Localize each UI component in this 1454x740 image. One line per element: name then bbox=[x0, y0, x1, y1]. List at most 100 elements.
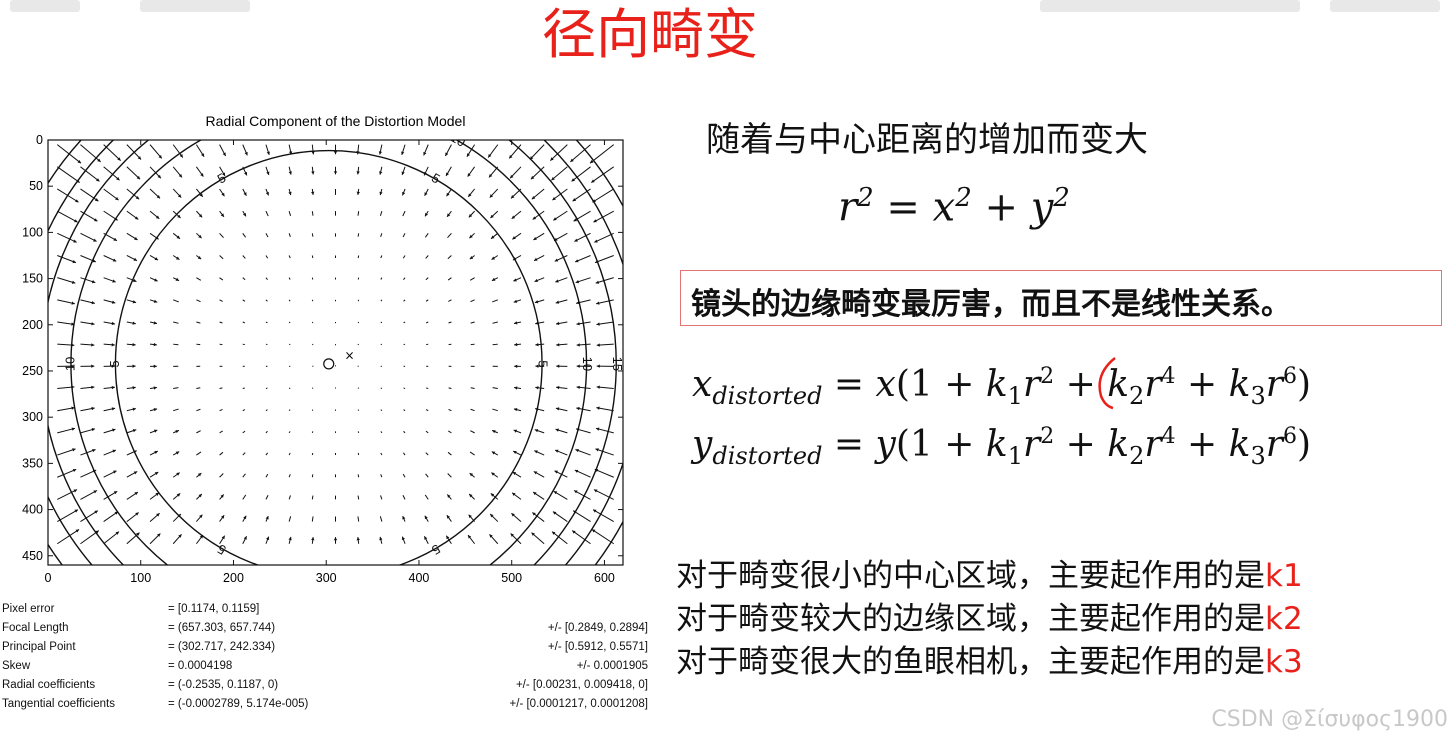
distortion-arrow bbox=[311, 516, 314, 522]
arrow-head bbox=[113, 470, 117, 474]
arrow-head bbox=[220, 494, 224, 498]
arrow-head bbox=[158, 155, 162, 159]
distortion-arrow bbox=[594, 232, 614, 243]
parameter-error: +/- [0.0001217, 0.0001208] bbox=[509, 698, 648, 710]
arrow-head bbox=[153, 386, 157, 390]
distortion-arrow bbox=[242, 255, 246, 259]
arrow-head bbox=[72, 259, 76, 264]
arrow-head bbox=[590, 159, 594, 164]
arrow-head bbox=[535, 364, 539, 368]
distortion-arrow bbox=[573, 490, 591, 500]
distortion-arrow bbox=[357, 211, 360, 216]
distortion-arrow bbox=[265, 409, 268, 412]
arrow-head bbox=[534, 257, 538, 261]
distortion-arrow bbox=[311, 211, 314, 216]
parameter-value: = (-0.2535, 0.1187, 0) bbox=[168, 679, 279, 691]
distortion-arrow bbox=[288, 255, 291, 259]
top-watermark-logo-left bbox=[140, 0, 250, 12]
distortion-arrow bbox=[80, 510, 99, 522]
arrow-head bbox=[115, 196, 119, 201]
arrow-head bbox=[511, 215, 516, 219]
distortion-arrow bbox=[425, 473, 429, 478]
arrow-head bbox=[93, 490, 97, 494]
y-tick-label: 450 bbox=[22, 549, 43, 563]
arrow-head bbox=[221, 192, 225, 197]
y-tick-label: 400 bbox=[22, 503, 43, 517]
distortion-arrow bbox=[265, 430, 268, 434]
arrow-head bbox=[468, 193, 472, 197]
distortion-arrow bbox=[242, 321, 246, 324]
distortion-arrow bbox=[311, 495, 314, 500]
distortion-arrow bbox=[80, 188, 99, 202]
arrow-head bbox=[111, 364, 115, 368]
arrow-head bbox=[333, 537, 338, 541]
arrow-head bbox=[71, 427, 76, 431]
distortion-arrow bbox=[57, 210, 78, 223]
arrow-head bbox=[71, 364, 75, 368]
parameter-label: Radial coefficients bbox=[2, 679, 96, 691]
arrow-head bbox=[266, 171, 270, 175]
parameter-row: Principal Point = (302.717, 242.334) +/- [… bbox=[0, 638, 650, 657]
arrow-head bbox=[153, 407, 158, 412]
arrow-head bbox=[112, 449, 116, 453]
y-tick-label: 50 bbox=[29, 179, 43, 193]
arrow-head bbox=[135, 512, 139, 516]
arrow-head bbox=[91, 322, 95, 326]
distortion-arrow bbox=[196, 321, 201, 324]
arrow-head bbox=[115, 531, 120, 535]
contour-label: 5 bbox=[536, 360, 551, 367]
arrow-head bbox=[490, 493, 495, 497]
distortion-arrow bbox=[590, 166, 615, 183]
distortion-arrow bbox=[173, 387, 179, 390]
arrow-head bbox=[424, 515, 428, 520]
distortion-arrow bbox=[196, 277, 202, 281]
arrow-head bbox=[198, 234, 202, 239]
distortion-arrow bbox=[551, 531, 568, 545]
arrow-head bbox=[113, 491, 118, 495]
parameter-value: = 0.0004198 bbox=[168, 660, 233, 672]
arrow-head bbox=[177, 194, 182, 198]
distortion-arrow bbox=[552, 188, 568, 201]
distortion-arrow bbox=[173, 343, 179, 346]
distortion-arrow bbox=[595, 448, 614, 456]
distortion-arrow bbox=[173, 299, 179, 303]
arrow-head bbox=[200, 173, 204, 177]
arrow-head bbox=[199, 514, 203, 519]
distortion-arrow bbox=[173, 408, 179, 412]
arrow-head bbox=[198, 493, 202, 498]
distortion-arrow bbox=[402, 473, 406, 478]
arrow-head bbox=[156, 195, 161, 199]
distortion-arrow bbox=[380, 495, 383, 500]
distortion-arrow bbox=[357, 255, 360, 259]
arrow-head bbox=[178, 173, 182, 178]
arrow-head bbox=[531, 532, 535, 536]
distortion-arrow bbox=[592, 188, 614, 203]
distortion-arrow bbox=[424, 494, 429, 500]
note-fisheye: 对于畸变很大的鱼眼相机，主要起作用的是k3 bbox=[676, 642, 1303, 682]
top-watermark-left bbox=[10, 0, 80, 12]
distortion-arrow bbox=[242, 494, 247, 500]
arrow-head bbox=[555, 428, 559, 432]
distortion-arrow bbox=[573, 210, 591, 222]
arrow-head bbox=[94, 198, 99, 202]
arrow-head bbox=[512, 492, 516, 496]
distortion-arrow bbox=[571, 530, 591, 545]
arrow-head bbox=[446, 515, 451, 519]
distortion-arrow bbox=[447, 255, 452, 260]
arrow-head bbox=[593, 509, 597, 513]
distortion-arrow bbox=[242, 430, 246, 434]
distortion-arrow bbox=[219, 473, 224, 478]
arrow-head bbox=[591, 529, 596, 533]
arrow-head bbox=[155, 215, 160, 219]
arrow-head bbox=[488, 154, 492, 158]
arrow-head bbox=[593, 489, 598, 493]
arrow-head bbox=[574, 238, 578, 242]
x-tick-label: 300 bbox=[316, 571, 337, 585]
y-tick-label: 200 bbox=[22, 318, 43, 332]
arrow-head bbox=[91, 364, 95, 368]
distortion-arrow bbox=[80, 490, 98, 500]
note-k1: k1 bbox=[1265, 558, 1303, 594]
arrow-head bbox=[513, 429, 518, 433]
distortion-arrow bbox=[447, 277, 452, 281]
distortion-arrow bbox=[470, 430, 475, 434]
